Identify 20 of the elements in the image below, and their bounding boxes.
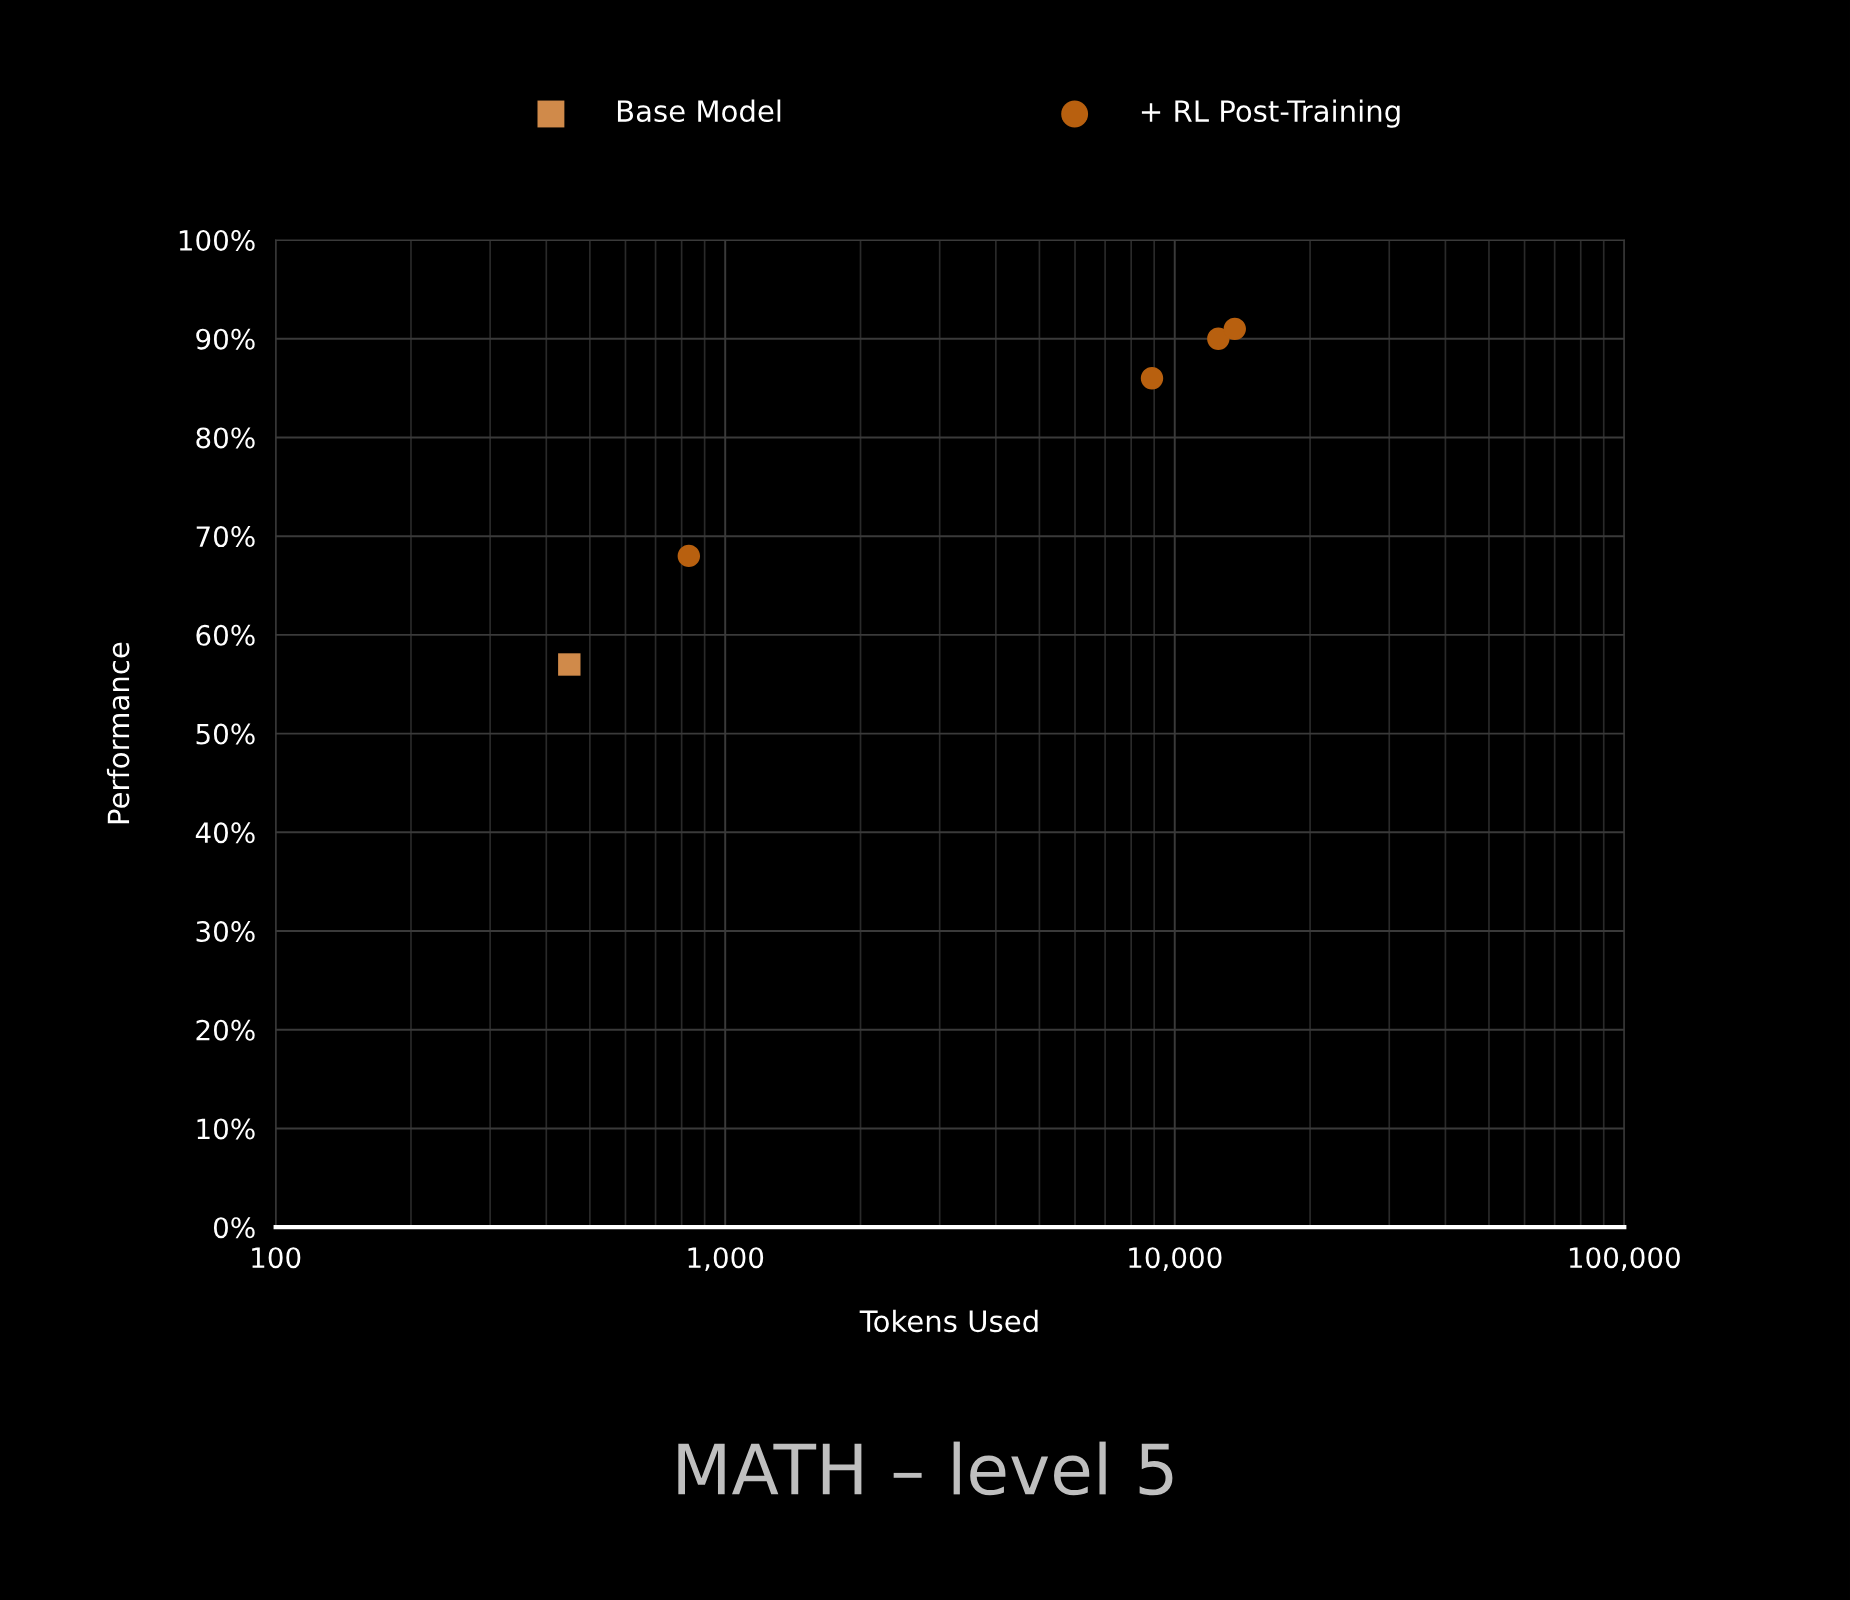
x-tick-label: 100 [252,1247,301,1269]
y-tick-label: 40% [195,822,255,844]
y-tick-label: 10% [197,1118,255,1140]
x-tick-label: 10,000 [1129,1247,1222,1271]
y-tick-label: 80% [196,427,255,449]
x-axis-title: Tokens Used [859,1309,1038,1333]
y-tick-label: 50% [196,723,255,745]
legend-label: + RL Post-Training [1141,99,1400,128]
y-tick-label: 60% [196,624,255,646]
y-tick-label: 100% [179,229,255,251]
x-tick-label: 1,000 [688,1247,764,1271]
y-axis-title: Performance [106,642,130,824]
x-tick-label: 100,000 [1569,1247,1680,1271]
text: MATH – level 5 [678,1441,1173,1496]
y-tick-label: 30% [196,920,255,942]
legend-label: Base Model [617,99,781,123]
y-tick-label: 0% [213,1217,255,1239]
y-tick-label: 20% [196,1019,255,1041]
y-tick-label: 70% [196,526,255,548]
y-tick-label: 90% [196,328,255,350]
